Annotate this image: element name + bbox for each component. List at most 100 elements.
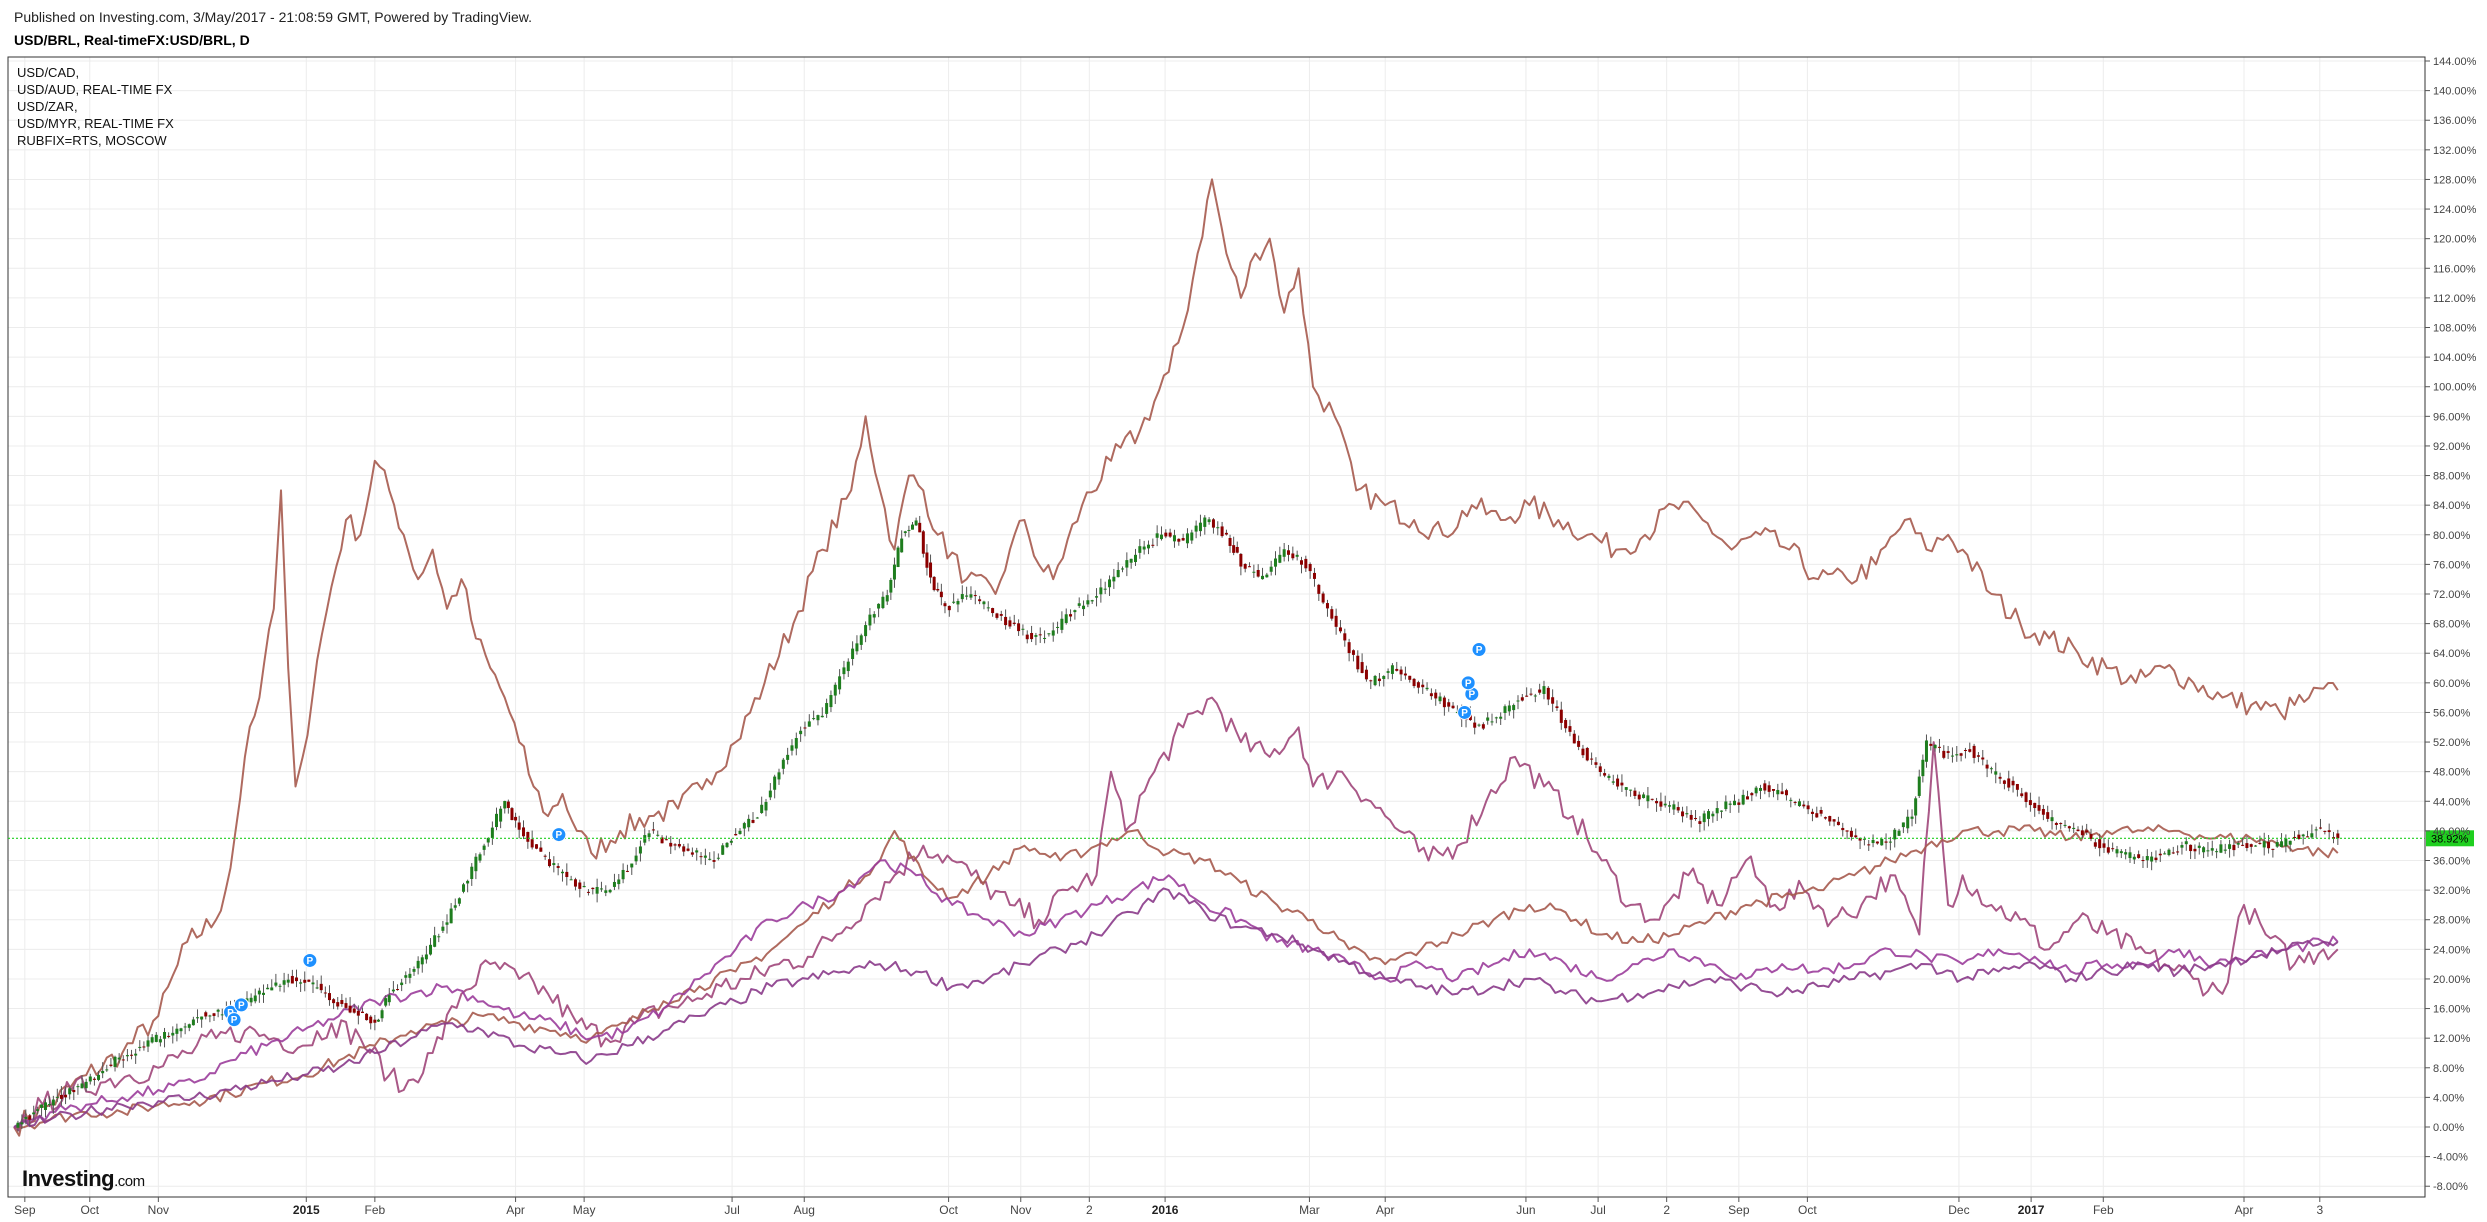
p-marker-icon[interactable]: P xyxy=(1464,686,1480,702)
candle-body xyxy=(978,599,982,602)
x-tick-label: 2017 xyxy=(2018,1203,2045,1217)
candle-body xyxy=(1116,569,1120,578)
x-tick-label: Aug xyxy=(794,1203,815,1217)
candle-body xyxy=(2258,842,2262,844)
candle-body xyxy=(1386,671,1390,673)
candle-body xyxy=(163,1031,167,1039)
candle-body xyxy=(829,695,833,708)
candle-body xyxy=(1810,811,1814,814)
p-marker-icon[interactable]: P xyxy=(1460,675,1476,691)
candle-body xyxy=(1624,787,1628,790)
candle-body xyxy=(664,839,668,841)
y-tick-label: 28.00% xyxy=(2433,915,2471,927)
investing-logo[interactable]: Investing.com xyxy=(22,1166,145,1192)
candle-body xyxy=(695,850,699,853)
legend-item-cad[interactable]: USD/CAD, xyxy=(17,65,80,80)
x-tick-label: 2016 xyxy=(1152,1203,1179,1217)
candle-body xyxy=(1086,600,1090,605)
candle-body xyxy=(1373,675,1377,686)
candle-body xyxy=(105,1069,109,1071)
candle-body xyxy=(1025,634,1029,640)
candle-body xyxy=(807,721,811,727)
candle-body xyxy=(1185,533,1189,544)
candle-body xyxy=(1959,753,1963,756)
candle-body xyxy=(2297,834,2301,839)
candle-body xyxy=(1763,783,1767,791)
candle-body xyxy=(1564,720,1568,729)
candle-body xyxy=(2111,848,2115,850)
candle-body xyxy=(1538,689,1542,693)
p-marker-icon[interactable]: P xyxy=(302,952,318,968)
candle-body xyxy=(586,891,590,893)
candle-body xyxy=(1758,787,1762,791)
candle-body xyxy=(499,808,503,822)
candle-body xyxy=(2171,852,2175,854)
y-tick-label: 108.00% xyxy=(2433,323,2477,335)
candle-body xyxy=(995,613,999,618)
candle-body xyxy=(1095,596,1099,598)
candle-body xyxy=(24,1116,28,1119)
legend-item-myr[interactable]: USD/MYR, REAL-TIME FX xyxy=(17,116,174,131)
candle-body xyxy=(1408,675,1412,680)
legend-item-rub[interactable]: RUBFIX=RTS, MOSCOW xyxy=(17,133,167,148)
candle-body xyxy=(1038,634,1042,636)
y-tick-label: 44.00% xyxy=(2433,796,2471,808)
p-marker-icon[interactable]: P xyxy=(1457,704,1473,720)
candle-body xyxy=(781,759,785,769)
candle-body xyxy=(1286,550,1290,555)
candle-body xyxy=(2288,840,2292,845)
candle-body xyxy=(1806,805,1810,810)
candle-body xyxy=(621,869,625,880)
y-tick-label: 96.00% xyxy=(2433,411,2471,423)
p-marker-icon[interactable]: P xyxy=(226,1012,242,1028)
candle-body xyxy=(2124,852,2128,855)
candle-body xyxy=(445,922,449,925)
candle-body xyxy=(2128,852,2132,859)
candle-body xyxy=(911,524,914,530)
candle-body xyxy=(1468,714,1472,721)
candle-body xyxy=(630,863,634,868)
candle-body xyxy=(907,529,911,531)
candle-body xyxy=(360,1011,364,1013)
p-marker-letter: P xyxy=(1476,645,1483,656)
p-marker-icon[interactable]: P xyxy=(551,827,567,843)
candle-body xyxy=(344,1003,348,1008)
p-marker-icon[interactable]: P xyxy=(233,997,249,1013)
candle-body xyxy=(416,960,420,969)
candle-body xyxy=(1598,766,1602,772)
candle-body xyxy=(1637,794,1641,800)
candle-body xyxy=(617,879,621,885)
candle-body xyxy=(1819,810,1823,814)
candle-body xyxy=(2236,842,2240,845)
candle-body xyxy=(1937,746,1941,748)
candle-body xyxy=(690,852,694,855)
candle-body xyxy=(2041,808,2045,815)
candle-body xyxy=(1989,768,1993,770)
candle-body xyxy=(1784,790,1788,796)
p-marker-circle xyxy=(551,827,567,843)
legend-item-zar[interactable]: USD/ZAR, xyxy=(17,99,78,114)
candle-body xyxy=(1274,558,1278,567)
candle-body xyxy=(1425,687,1429,690)
x-tick-label: Oct xyxy=(939,1203,958,1217)
series-legend: USD/CAD, USD/AUD, REAL-TIME FX USD/ZAR, … xyxy=(17,64,174,149)
candle-body xyxy=(1390,665,1394,674)
candle-body xyxy=(1572,733,1576,744)
legend-item-aud[interactable]: USD/AUD, REAL-TIME FX xyxy=(17,82,173,97)
candle-body xyxy=(466,880,470,884)
candle-body xyxy=(591,887,595,890)
candle-body xyxy=(986,607,990,609)
candle-body xyxy=(708,858,712,860)
p-marker-icon[interactable]: P xyxy=(1471,642,1487,658)
candle-body xyxy=(1780,791,1784,795)
candle-body xyxy=(1897,830,1901,836)
candle-body xyxy=(1862,838,1866,840)
candle-body xyxy=(1486,717,1490,721)
candle-body xyxy=(391,989,395,992)
candle-body xyxy=(220,1014,224,1016)
candle-body xyxy=(1494,717,1498,719)
candle-body xyxy=(1972,745,1976,758)
y-tick-label: 136.00% xyxy=(2433,115,2477,127)
candle-body xyxy=(1121,568,1125,570)
